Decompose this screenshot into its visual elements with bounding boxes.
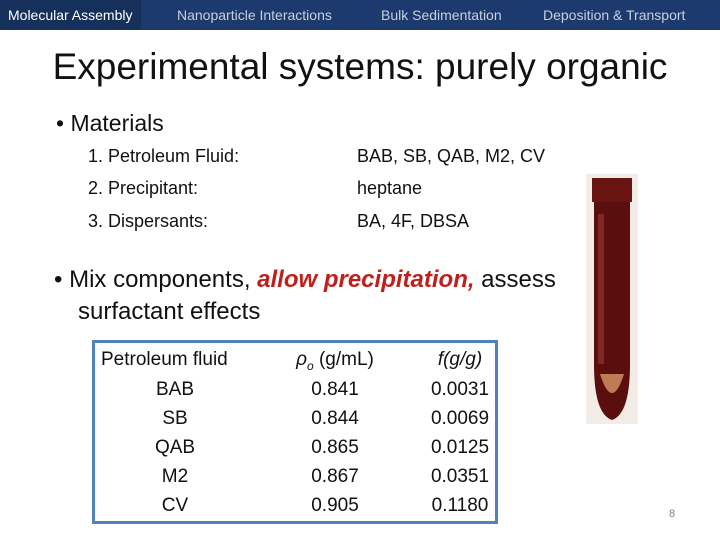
symbol: ρ bbox=[296, 349, 307, 370]
bullet: • Materials bbox=[56, 110, 164, 136]
table-cell: 0.867 bbox=[311, 466, 359, 487]
nav-tab[interactable]: Bulk Sedimentation bbox=[381, 7, 502, 23]
sediment bbox=[600, 374, 624, 393]
table-cell: 0.1180 bbox=[431, 495, 489, 516]
bullet-text: Mix components, bbox=[69, 266, 258, 293]
table-cell: 0.0351 bbox=[430, 466, 490, 487]
table-cell: 0.0069 bbox=[430, 408, 490, 429]
table-cell: M2 bbox=[161, 466, 189, 487]
table-cell: 0.844 bbox=[311, 408, 359, 429]
table-cell: 0.0031 bbox=[430, 379, 490, 400]
table-header: ρo (g/mL) bbox=[275, 349, 395, 373]
nav-bar: Molecular Assembly Nanoparticle Interact… bbox=[0, 0, 720, 30]
bullet-emphasis: allow precipitation, bbox=[257, 266, 475, 293]
subscript: o bbox=[307, 358, 314, 373]
nav-tab[interactable]: Deposition & Transport bbox=[543, 7, 686, 23]
table-cell: SB bbox=[162, 408, 188, 429]
table-cell: BAB bbox=[155, 379, 195, 400]
table-cell: 0.865 bbox=[311, 437, 359, 458]
tube-top bbox=[592, 178, 632, 202]
tube-highlight bbox=[598, 214, 604, 364]
page-number: 8 bbox=[669, 508, 676, 520]
item-value: BAB, SB, QAB, M2, CV bbox=[357, 146, 546, 166]
item-value: BA, 4F, DBSA bbox=[357, 211, 470, 231]
item-label: 3. Dispersants: bbox=[88, 211, 209, 231]
table-header: f(g/g) bbox=[437, 349, 483, 370]
table-cell: 0.841 bbox=[311, 379, 359, 400]
nav-tab[interactable]: Molecular Assembly bbox=[0, 0, 141, 30]
item-label: 2. Precipitant: bbox=[88, 178, 199, 198]
nav-tab[interactable]: Nanoparticle Interactions bbox=[177, 7, 332, 23]
materials-heading: Materials bbox=[70, 110, 164, 136]
bullet: • Mix components, allow precipitation, a… bbox=[54, 266, 556, 293]
table-cell: 0.905 bbox=[311, 495, 359, 516]
table-cell: QAB bbox=[154, 437, 196, 458]
table-cell: CV bbox=[161, 495, 189, 516]
unit: (g/mL) bbox=[318, 349, 374, 370]
bullet-text: surfactant effects bbox=[78, 298, 261, 325]
table-cell: 0.0125 bbox=[430, 437, 490, 458]
bullet-text: assess bbox=[474, 266, 556, 293]
table: Petroleum fluid ρo (g/mL) f(g/g) BAB 0.84… bbox=[92, 340, 498, 524]
item-label: 1. Petroleum Fluid: bbox=[88, 146, 240, 166]
test-tube-photo bbox=[586, 174, 638, 424]
item-value: heptane bbox=[357, 178, 423, 198]
table-header: Petroleum fluid bbox=[101, 349, 228, 370]
slide-title: Experimental systems: purely organic bbox=[52, 46, 668, 87]
